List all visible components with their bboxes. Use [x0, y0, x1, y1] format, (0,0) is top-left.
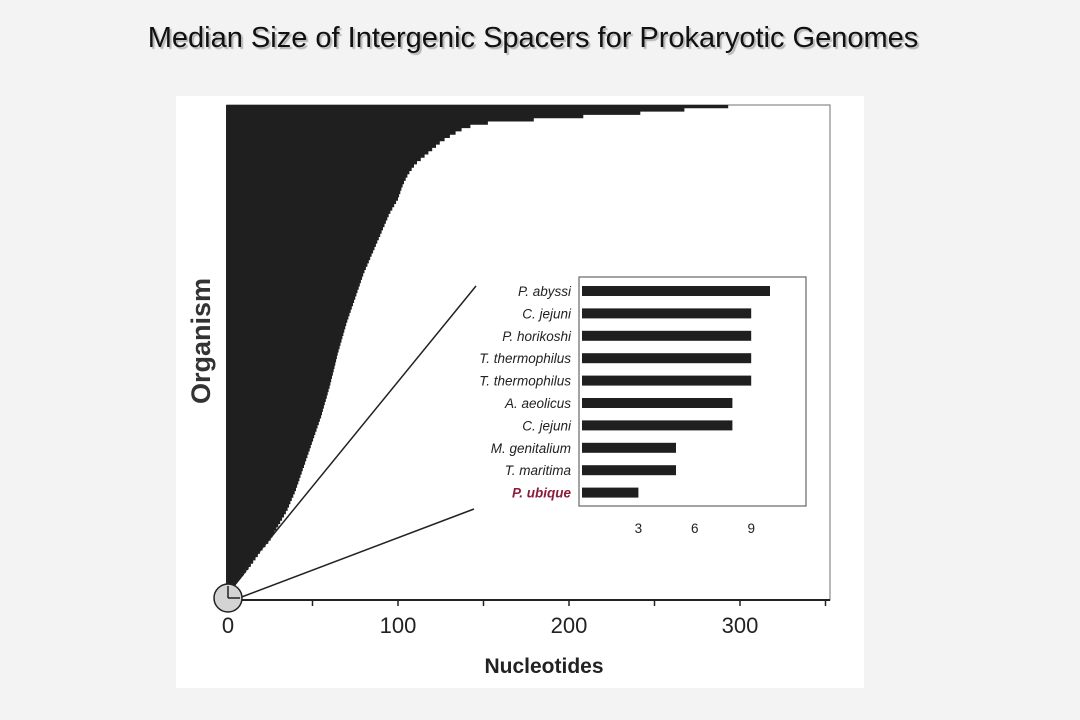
inset-bar [582, 398, 733, 408]
x-axis-title: Nucleotides [484, 655, 603, 678]
chart-panel: 0 100 200 300 Nucleotides Organism P. abyssi C… [176, 96, 864, 688]
inset-category-label: A. aeolicus [504, 396, 571, 411]
inset-bar [582, 465, 676, 476]
inset-bar [582, 487, 639, 498]
inset-category-label: P. ubique [512, 486, 572, 501]
inset-category-label: T. maritima [505, 463, 572, 478]
zoom-line-highlight [230, 517, 294, 593]
x-tick-label: 300 [722, 613, 759, 638]
inset-category-label: P. horikoshi [502, 329, 572, 344]
inset-category-label: T. thermophilus [479, 351, 571, 366]
inset-bar [582, 420, 733, 431]
inset-bar [582, 442, 676, 453]
inset-bar [582, 375, 752, 386]
inset-category-label: C. jejuni [522, 418, 572, 433]
zoom-line-top [227, 285, 477, 591]
inset-bar [582, 353, 752, 364]
distribution-area [227, 105, 729, 600]
inset-x-tick-label: 9 [747, 521, 755, 536]
main-x-axis: 0 100 200 300 Nucleotides Organism [186, 105, 830, 678]
zoom-callout [213, 285, 477, 613]
inset-x-tick-label: 6 [691, 521, 699, 536]
inset-category-label: M. genitalium [491, 441, 571, 456]
inset-category-label: C. jejuni [522, 306, 572, 321]
x-tick-label: 0 [222, 613, 234, 638]
chart-svg: 0 100 200 300 Nucleotides Organism P. abyssi C… [186, 104, 831, 678]
x-tick-label: 200 [551, 613, 588, 638]
inset-bar [582, 308, 752, 319]
page-title: Median Size of Intergenic Spacers for Pr… [147, 22, 919, 54]
y-axis-title: Organism [186, 278, 216, 404]
zoom-line-bottom [230, 508, 475, 602]
inset-x-tick-label: 3 [635, 521, 643, 536]
inset-category-label: P. abyssi [518, 284, 572, 299]
inset-bar [582, 286, 770, 296]
inset-bar-chart: P. abyssi C. jejuni P. horikoshi T. thermop… [479, 276, 807, 536]
inset-bar [582, 330, 752, 341]
x-tick-label: 100 [380, 613, 417, 638]
inset-category-label: T. thermophilus [479, 374, 571, 389]
